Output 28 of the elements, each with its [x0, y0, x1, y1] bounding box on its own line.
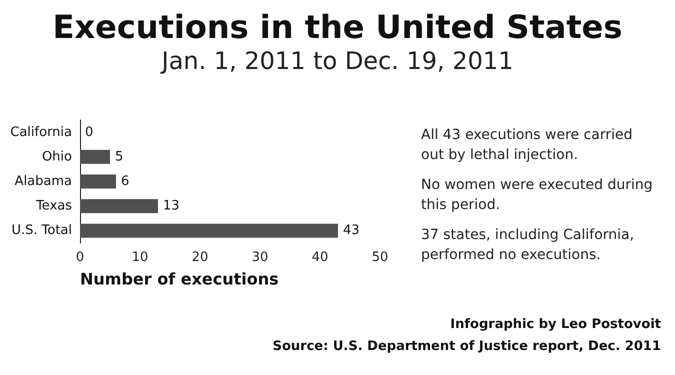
bar — [80, 199, 158, 214]
bar — [80, 174, 116, 188]
data-label: 5 — [115, 149, 124, 164]
x-tick-label: 10 — [132, 250, 148, 265]
y-tick-label: California — [10, 124, 72, 140]
text: No women were executed during this period. — [421, 177, 658, 213]
data-label: 0 — [85, 124, 94, 140]
source-note: Source: U.S. Department of Justice report, Dec. 2011 — [272, 339, 661, 354]
bar — [80, 150, 110, 164]
text: 37 states, including California, performed no executions. — [421, 227, 639, 263]
x-tick-label: 50 — [372, 250, 388, 265]
data-label: 6 — [121, 174, 130, 189]
bar — [80, 224, 338, 238]
x-tick-label: 20 — [192, 250, 208, 265]
data-label: 43 — [343, 223, 360, 238]
x-tick-label: 0 — [76, 250, 84, 265]
data-label: 13 — [163, 198, 180, 214]
text: All 43 executions were carried out by lethal injection. — [421, 127, 637, 163]
x-tick-label: 30 — [252, 250, 268, 265]
y-tick-label: Ohio — [42, 149, 72, 164]
y-tick-label: Texas — [35, 198, 72, 214]
chart-title: Executions in the United States — [52, 8, 622, 46]
x-tick-label: 40 — [312, 250, 328, 265]
y-tick-label: Alabama — [14, 174, 72, 189]
text: Infographic by Leo Postovoit — [450, 317, 662, 332]
x-axis-title: Number of executions — [80, 270, 279, 288]
y-tick-label: U.S. Total — [11, 223, 72, 238]
chart-subtitle: Jan. 1, 2011 to Dec. 19, 2011 — [160, 47, 514, 75]
